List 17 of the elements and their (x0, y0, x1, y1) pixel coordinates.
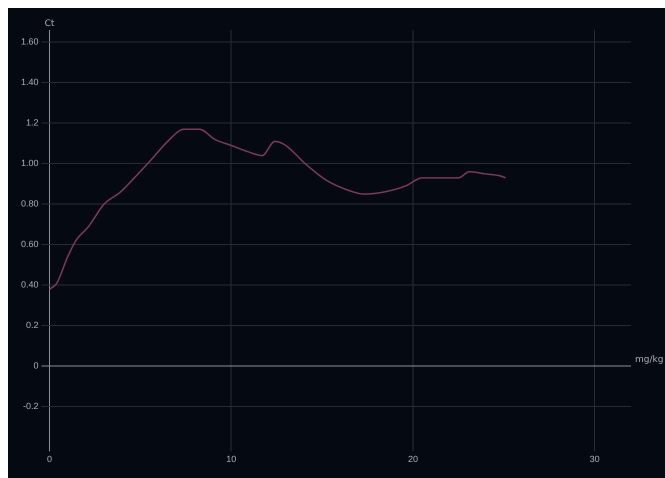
y-tick-label: 1.2 (26, 118, 39, 128)
y-tick-label: 0.60 (20, 239, 39, 250)
x-tick-label: 20 (408, 454, 418, 464)
y-tick-label: 1.00 (20, 158, 39, 168)
x-tick-label: 0 (47, 454, 52, 464)
y-tick-label: 0.40 (20, 280, 39, 290)
x-tick-label: 30 (590, 454, 600, 464)
x-axis-title: mg/kg (635, 355, 664, 366)
y-tick-label: 0.80 (20, 198, 39, 209)
line-series (50, 128, 506, 290)
y-tick-label: 1.40 (20, 77, 39, 88)
y-axis-title: Ct (44, 18, 55, 29)
x-tick-label: 10 (226, 454, 236, 464)
y-tick-label: 0.2 (26, 320, 39, 330)
y-tick-label: -0.2 (23, 401, 39, 412)
y-tick-label: 1.60 (20, 36, 39, 47)
y-tick-label: 0 (34, 360, 39, 371)
